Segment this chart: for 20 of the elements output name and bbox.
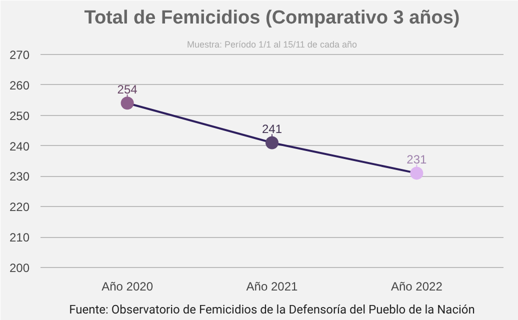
x-tick-label: Año 2020 <box>102 280 154 294</box>
source-note: Fuente: Observatorio de Femicidios de la Defensoría del Pueblo de la Nación <box>69 302 475 316</box>
chart-subtitle: Muestra: Período 1/1 al 15/11 de cada año <box>187 40 357 50</box>
chart-title: Total de Femicidios (Comparativo 3 años) <box>84 8 460 28</box>
y-tick-label: 200 <box>9 261 30 276</box>
data-label: 254 <box>117 82 138 97</box>
point <box>120 96 134 110</box>
y-tick-label: 250 <box>9 108 30 123</box>
y-tick-label: 230 <box>9 170 30 184</box>
x-tick-label: Año 2022 <box>390 280 443 294</box>
y-tick-label: 220 <box>9 200 30 214</box>
y-tick-label: 240 <box>9 139 30 154</box>
point <box>410 166 424 180</box>
data-label: 231 <box>406 152 428 167</box>
y-tick-label: 270 <box>9 48 30 62</box>
point <box>266 136 278 150</box>
y-tick-label: 210 <box>9 230 30 245</box>
y-tick-label: 260 <box>9 78 30 92</box>
data-label: 241 <box>262 122 282 136</box>
x-tick-label: Año 2021 <box>246 280 298 294</box>
